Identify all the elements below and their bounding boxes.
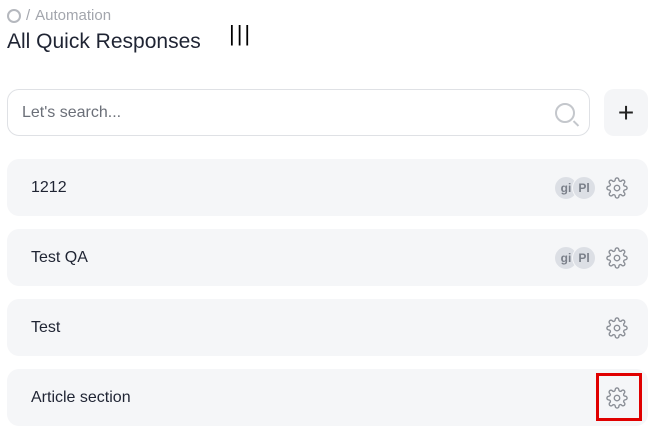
column-icon: ||| — [229, 21, 253, 46]
avatar: Pl — [572, 245, 596, 270]
quick-response-row[interactable]: Article section — [7, 369, 648, 426]
gear-icon[interactable] — [606, 246, 628, 269]
page-title: All Quick Responses — [7, 30, 201, 53]
search-input[interactable]: Let's search... — [7, 89, 590, 136]
breadcrumb-separator: / — [26, 7, 31, 24]
quick-response-row[interactable]: Test — [7, 299, 648, 356]
avatar: Pl — [572, 175, 596, 200]
quick-response-name[interactable]: Test — [31, 318, 61, 336]
search-placeholder: Let's search... — [22, 103, 122, 121]
quick-response-row[interactable]: Test QA gi Pl — [7, 229, 648, 286]
breadcrumb-automation[interactable]: Automation — [35, 7, 112, 24]
gear-icon[interactable] — [606, 316, 628, 339]
breadcrumb: / Automation — [7, 7, 111, 24]
highlight-box — [596, 373, 642, 421]
quick-response-name[interactable]: Article section — [31, 388, 131, 406]
gear-icon[interactable] — [606, 386, 628, 409]
quick-response-name[interactable]: Test QA — [31, 248, 88, 266]
gear-icon[interactable] — [606, 176, 628, 199]
search-icon[interactable] — [555, 102, 575, 123]
avatar: gi — [554, 245, 578, 270]
quick-response-name[interactable]: 1212 — [31, 178, 67, 196]
add-button[interactable]: + — [604, 89, 648, 136]
quick-response-row[interactable]: 1212 gi Pl — [7, 159, 648, 216]
logo-icon[interactable] — [7, 8, 21, 23]
